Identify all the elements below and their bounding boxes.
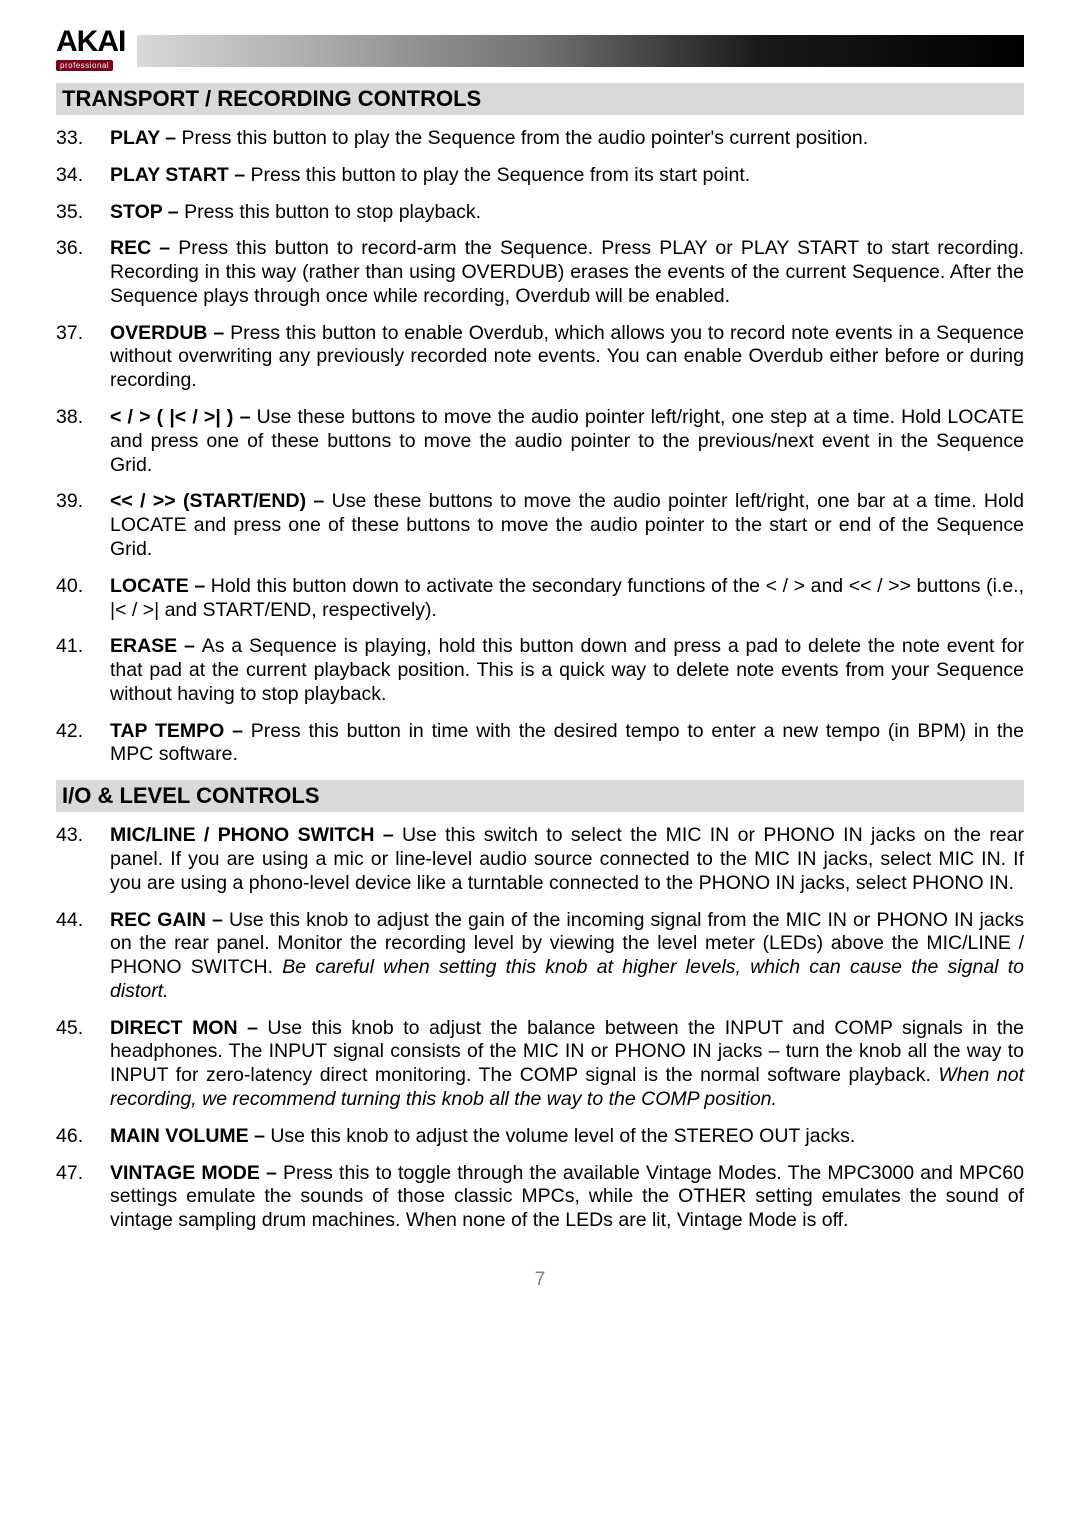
item-number: 43. [56, 824, 110, 895]
item-text: Press this button to stop playback. [184, 201, 481, 223]
item-text: Press this button to enable Overdub, whi… [110, 322, 1024, 392]
list-item: 43.MIC/LINE / PHONO SWITCH – Use this sw… [56, 824, 1024, 895]
list-item: 40.LOCATE – Hold this button down to act… [56, 575, 1024, 623]
item-body: TAP TEMPO – Press this button in time wi… [110, 720, 1024, 768]
list-item: 38.< / > ( |< / >| ) – Use these buttons… [56, 406, 1024, 477]
item-label: VINTAGE MODE – [110, 1162, 283, 1184]
list-item: 42.TAP TEMPO – Press this button in time… [56, 720, 1024, 768]
item-label: < / > ( |< / >| ) – [110, 406, 257, 428]
brand-sub: professional [56, 60, 113, 71]
header-gradient-bar [137, 35, 1024, 67]
item-number: 36. [56, 237, 110, 308]
list-item: 34.PLAY START – Press this button to pla… [56, 164, 1024, 188]
document-page: AKAI professional TRANSPORT / RECORDING … [0, 0, 1080, 1331]
item-number: 34. [56, 164, 110, 188]
list-item: 36.REC – Press this button to record-arm… [56, 237, 1024, 308]
item-label: LOCATE – [110, 575, 211, 597]
item-label: TAP TEMPO – [110, 720, 251, 742]
list-item: 39.<< / >> (START/END) – Use these butto… [56, 490, 1024, 561]
item-body: < / > ( |< / >| ) – Use these buttons to… [110, 406, 1024, 477]
section-heading-io: I/O & LEVEL CONTROLS [56, 780, 1024, 812]
item-number: 45. [56, 1017, 110, 1112]
item-body: VINTAGE MODE – Press this to toggle thro… [110, 1162, 1024, 1233]
item-label: STOP – [110, 201, 184, 223]
item-body: LOCATE – Hold this button down to activa… [110, 575, 1024, 623]
page-number: 7 [56, 1269, 1024, 1291]
brand-logo: AKAI professional [56, 28, 125, 73]
item-label: ERASE – [110, 635, 202, 657]
item-label: DIRECT MON – [110, 1017, 267, 1039]
item-label: REC – [110, 237, 178, 259]
list-item: 33.PLAY – Press this button to play the … [56, 127, 1024, 151]
list-item: 41.ERASE – As a Sequence is playing, hol… [56, 635, 1024, 706]
header-row: AKAI professional [56, 28, 1024, 73]
list-item: 46.MAIN VOLUME – Use this knob to adjust… [56, 1125, 1024, 1149]
item-label: MAIN VOLUME – [110, 1125, 270, 1147]
item-body: ERASE – As a Sequence is playing, hold t… [110, 635, 1024, 706]
item-number: 44. [56, 909, 110, 1004]
item-label: OVERDUB – [110, 322, 230, 344]
item-number: 38. [56, 406, 110, 477]
item-label: MIC/LINE / PHONO SWITCH – [110, 824, 402, 846]
list-item: 45.DIRECT MON – Use this knob to adjust … [56, 1017, 1024, 1112]
item-text: As a Sequence is playing, hold this butt… [110, 635, 1024, 705]
item-label: PLAY – [110, 127, 182, 149]
item-number: 37. [56, 322, 110, 393]
item-number: 47. [56, 1162, 110, 1233]
item-text: Press this button to play the Sequence f… [251, 164, 751, 186]
item-body: REC GAIN – Use this knob to adjust the g… [110, 909, 1024, 1004]
item-text: Press this button to play the Sequence f… [182, 127, 869, 149]
list-item: 47.VINTAGE MODE – Press this to toggle t… [56, 1162, 1024, 1233]
item-body: STOP – Press this button to stop playbac… [110, 201, 1024, 225]
item-number: 42. [56, 720, 110, 768]
item-label: << / >> (START/END) – [110, 490, 332, 512]
list-item: 37.OVERDUB – Press this button to enable… [56, 322, 1024, 393]
list-item: 44.REC GAIN – Use this knob to adjust th… [56, 909, 1024, 1004]
item-body: MIC/LINE / PHONO SWITCH – Use this switc… [110, 824, 1024, 895]
item-body: OVERDUB – Press this button to enable Ov… [110, 322, 1024, 393]
item-body: << / >> (START/END) – Use these buttons … [110, 490, 1024, 561]
item-text: Press this button to record-arm the Sequ… [110, 237, 1024, 307]
section-heading-transport: TRANSPORT / RECORDING CONTROLS [56, 83, 1024, 115]
item-text: Use this knob to adjust the volume level… [270, 1125, 855, 1147]
list-item: 35.STOP – Press this button to stop play… [56, 201, 1024, 225]
item-number: 46. [56, 1125, 110, 1149]
brand-name: AKAI [56, 28, 125, 55]
item-body: PLAY – Press this button to play the Seq… [110, 127, 1024, 151]
item-body: PLAY START – Press this button to play t… [110, 164, 1024, 188]
transport-list: 33.PLAY – Press this button to play the … [56, 127, 1024, 767]
item-number: 35. [56, 201, 110, 225]
item-text: Hold this button down to activate the se… [110, 575, 1024, 621]
item-number: 39. [56, 490, 110, 561]
item-number: 33. [56, 127, 110, 151]
item-label: REC GAIN – [110, 909, 229, 931]
item-number: 40. [56, 575, 110, 623]
item-body: MAIN VOLUME – Use this knob to adjust th… [110, 1125, 1024, 1149]
io-list: 43.MIC/LINE / PHONO SWITCH – Use this sw… [56, 824, 1024, 1233]
item-body: REC – Press this button to record-arm th… [110, 237, 1024, 308]
item-label: PLAY START – [110, 164, 251, 186]
item-body: DIRECT MON – Use this knob to adjust the… [110, 1017, 1024, 1112]
item-number: 41. [56, 635, 110, 706]
